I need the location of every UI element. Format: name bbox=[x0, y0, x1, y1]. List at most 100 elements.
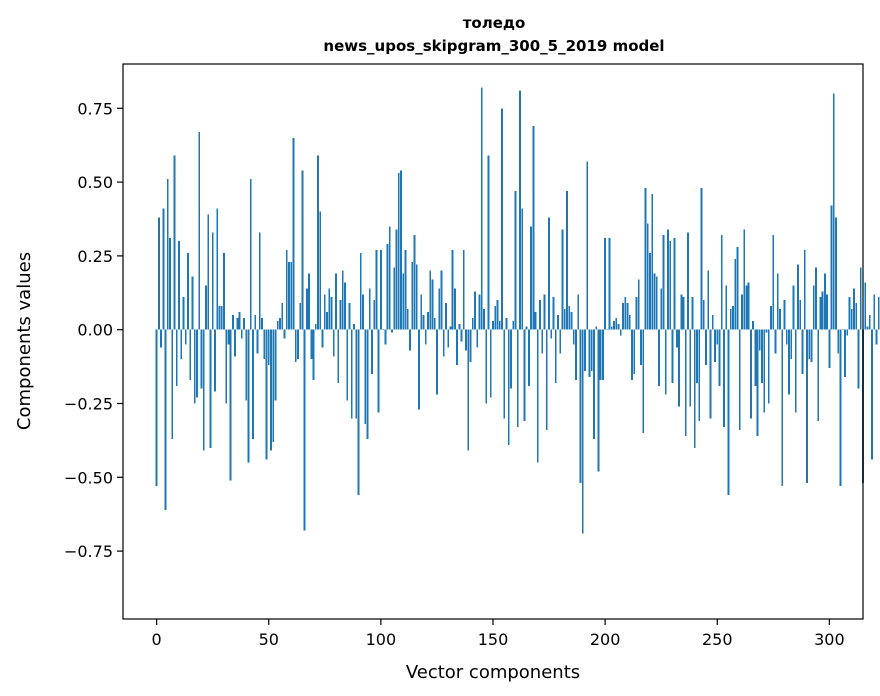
bar bbox=[770, 306, 772, 330]
bar bbox=[458, 323, 461, 330]
bar bbox=[776, 273, 779, 330]
bar bbox=[507, 329, 510, 445]
bar bbox=[265, 329, 268, 460]
bar bbox=[175, 329, 178, 386]
bar bbox=[391, 329, 393, 333]
bar bbox=[375, 249, 378, 330]
bar bbox=[575, 329, 577, 380]
bar bbox=[709, 329, 712, 419]
bar bbox=[561, 229, 564, 330]
bar bbox=[725, 285, 728, 330]
bar bbox=[698, 329, 701, 422]
bar bbox=[335, 273, 337, 330]
bar bbox=[667, 229, 669, 330]
bar bbox=[853, 288, 855, 330]
bar bbox=[191, 276, 194, 330]
bar bbox=[788, 329, 790, 395]
bar bbox=[418, 329, 420, 410]
bar bbox=[317, 155, 319, 330]
bar bbox=[344, 282, 346, 330]
bar bbox=[660, 288, 663, 330]
bar bbox=[806, 329, 808, 484]
bar bbox=[424, 329, 427, 345]
bar bbox=[462, 249, 465, 330]
bar bbox=[662, 235, 665, 330]
bar bbox=[707, 270, 710, 330]
bar bbox=[675, 329, 678, 348]
bar bbox=[628, 314, 631, 330]
bar bbox=[261, 317, 263, 330]
bar bbox=[633, 329, 636, 374]
bar bbox=[828, 329, 831, 369]
bar bbox=[613, 320, 615, 330]
bar bbox=[341, 270, 344, 330]
bar bbox=[866, 326, 869, 330]
x-axis-label: Vector components bbox=[406, 662, 580, 683]
bar bbox=[510, 329, 512, 389]
bar bbox=[817, 329, 820, 422]
bar bbox=[521, 208, 524, 330]
bar bbox=[252, 329, 254, 439]
bar bbox=[386, 244, 389, 330]
bar bbox=[231, 314, 234, 330]
bar bbox=[673, 238, 676, 330]
bar bbox=[823, 273, 826, 330]
bar bbox=[164, 329, 167, 510]
bar bbox=[348, 303, 351, 330]
bar bbox=[586, 161, 589, 330]
bar bbox=[671, 329, 674, 383]
bar bbox=[669, 241, 672, 330]
bar bbox=[166, 179, 169, 330]
bar bbox=[732, 306, 734, 330]
bar bbox=[857, 329, 860, 389]
bar bbox=[689, 329, 692, 407]
bar bbox=[873, 294, 876, 330]
bar bbox=[682, 297, 685, 330]
bar bbox=[196, 329, 198, 398]
bar bbox=[810, 329, 813, 363]
bar bbox=[741, 294, 743, 330]
bar bbox=[548, 217, 550, 330]
bar bbox=[254, 314, 257, 330]
bar bbox=[651, 193, 654, 330]
y-tick-label: 0.25 bbox=[77, 247, 113, 266]
bar bbox=[711, 314, 714, 330]
bar bbox=[723, 329, 725, 428]
bar bbox=[761, 329, 763, 383]
bar bbox=[871, 329, 873, 460]
bar bbox=[859, 267, 862, 330]
bar bbox=[160, 329, 163, 348]
bar bbox=[595, 326, 598, 330]
bar bbox=[819, 297, 822, 330]
bar bbox=[290, 261, 293, 330]
bar bbox=[202, 329, 205, 451]
bar bbox=[397, 173, 400, 330]
y-tick-label: 0.00 bbox=[77, 321, 113, 340]
bar bbox=[229, 329, 232, 481]
bar bbox=[610, 326, 613, 330]
bar bbox=[431, 279, 434, 330]
y-tick-label: 0.75 bbox=[77, 99, 113, 118]
bar bbox=[877, 297, 880, 330]
bar bbox=[326, 311, 328, 330]
bar bbox=[272, 329, 275, 442]
bar bbox=[496, 300, 499, 330]
x-tick-label: 0 bbox=[152, 630, 162, 649]
bar bbox=[684, 329, 687, 436]
bar bbox=[523, 329, 526, 422]
bar bbox=[409, 329, 411, 351]
bar bbox=[848, 297, 851, 330]
bar bbox=[294, 329, 297, 363]
bar bbox=[745, 285, 748, 330]
bar bbox=[359, 252, 362, 330]
bar bbox=[182, 297, 185, 330]
bar bbox=[207, 214, 210, 330]
bar bbox=[754, 329, 757, 386]
bar bbox=[413, 235, 416, 330]
bar bbox=[658, 329, 660, 386]
bar bbox=[155, 329, 158, 487]
bar bbox=[767, 329, 770, 404]
bar bbox=[503, 329, 506, 419]
bar bbox=[693, 329, 696, 448]
bar bbox=[637, 279, 640, 330]
